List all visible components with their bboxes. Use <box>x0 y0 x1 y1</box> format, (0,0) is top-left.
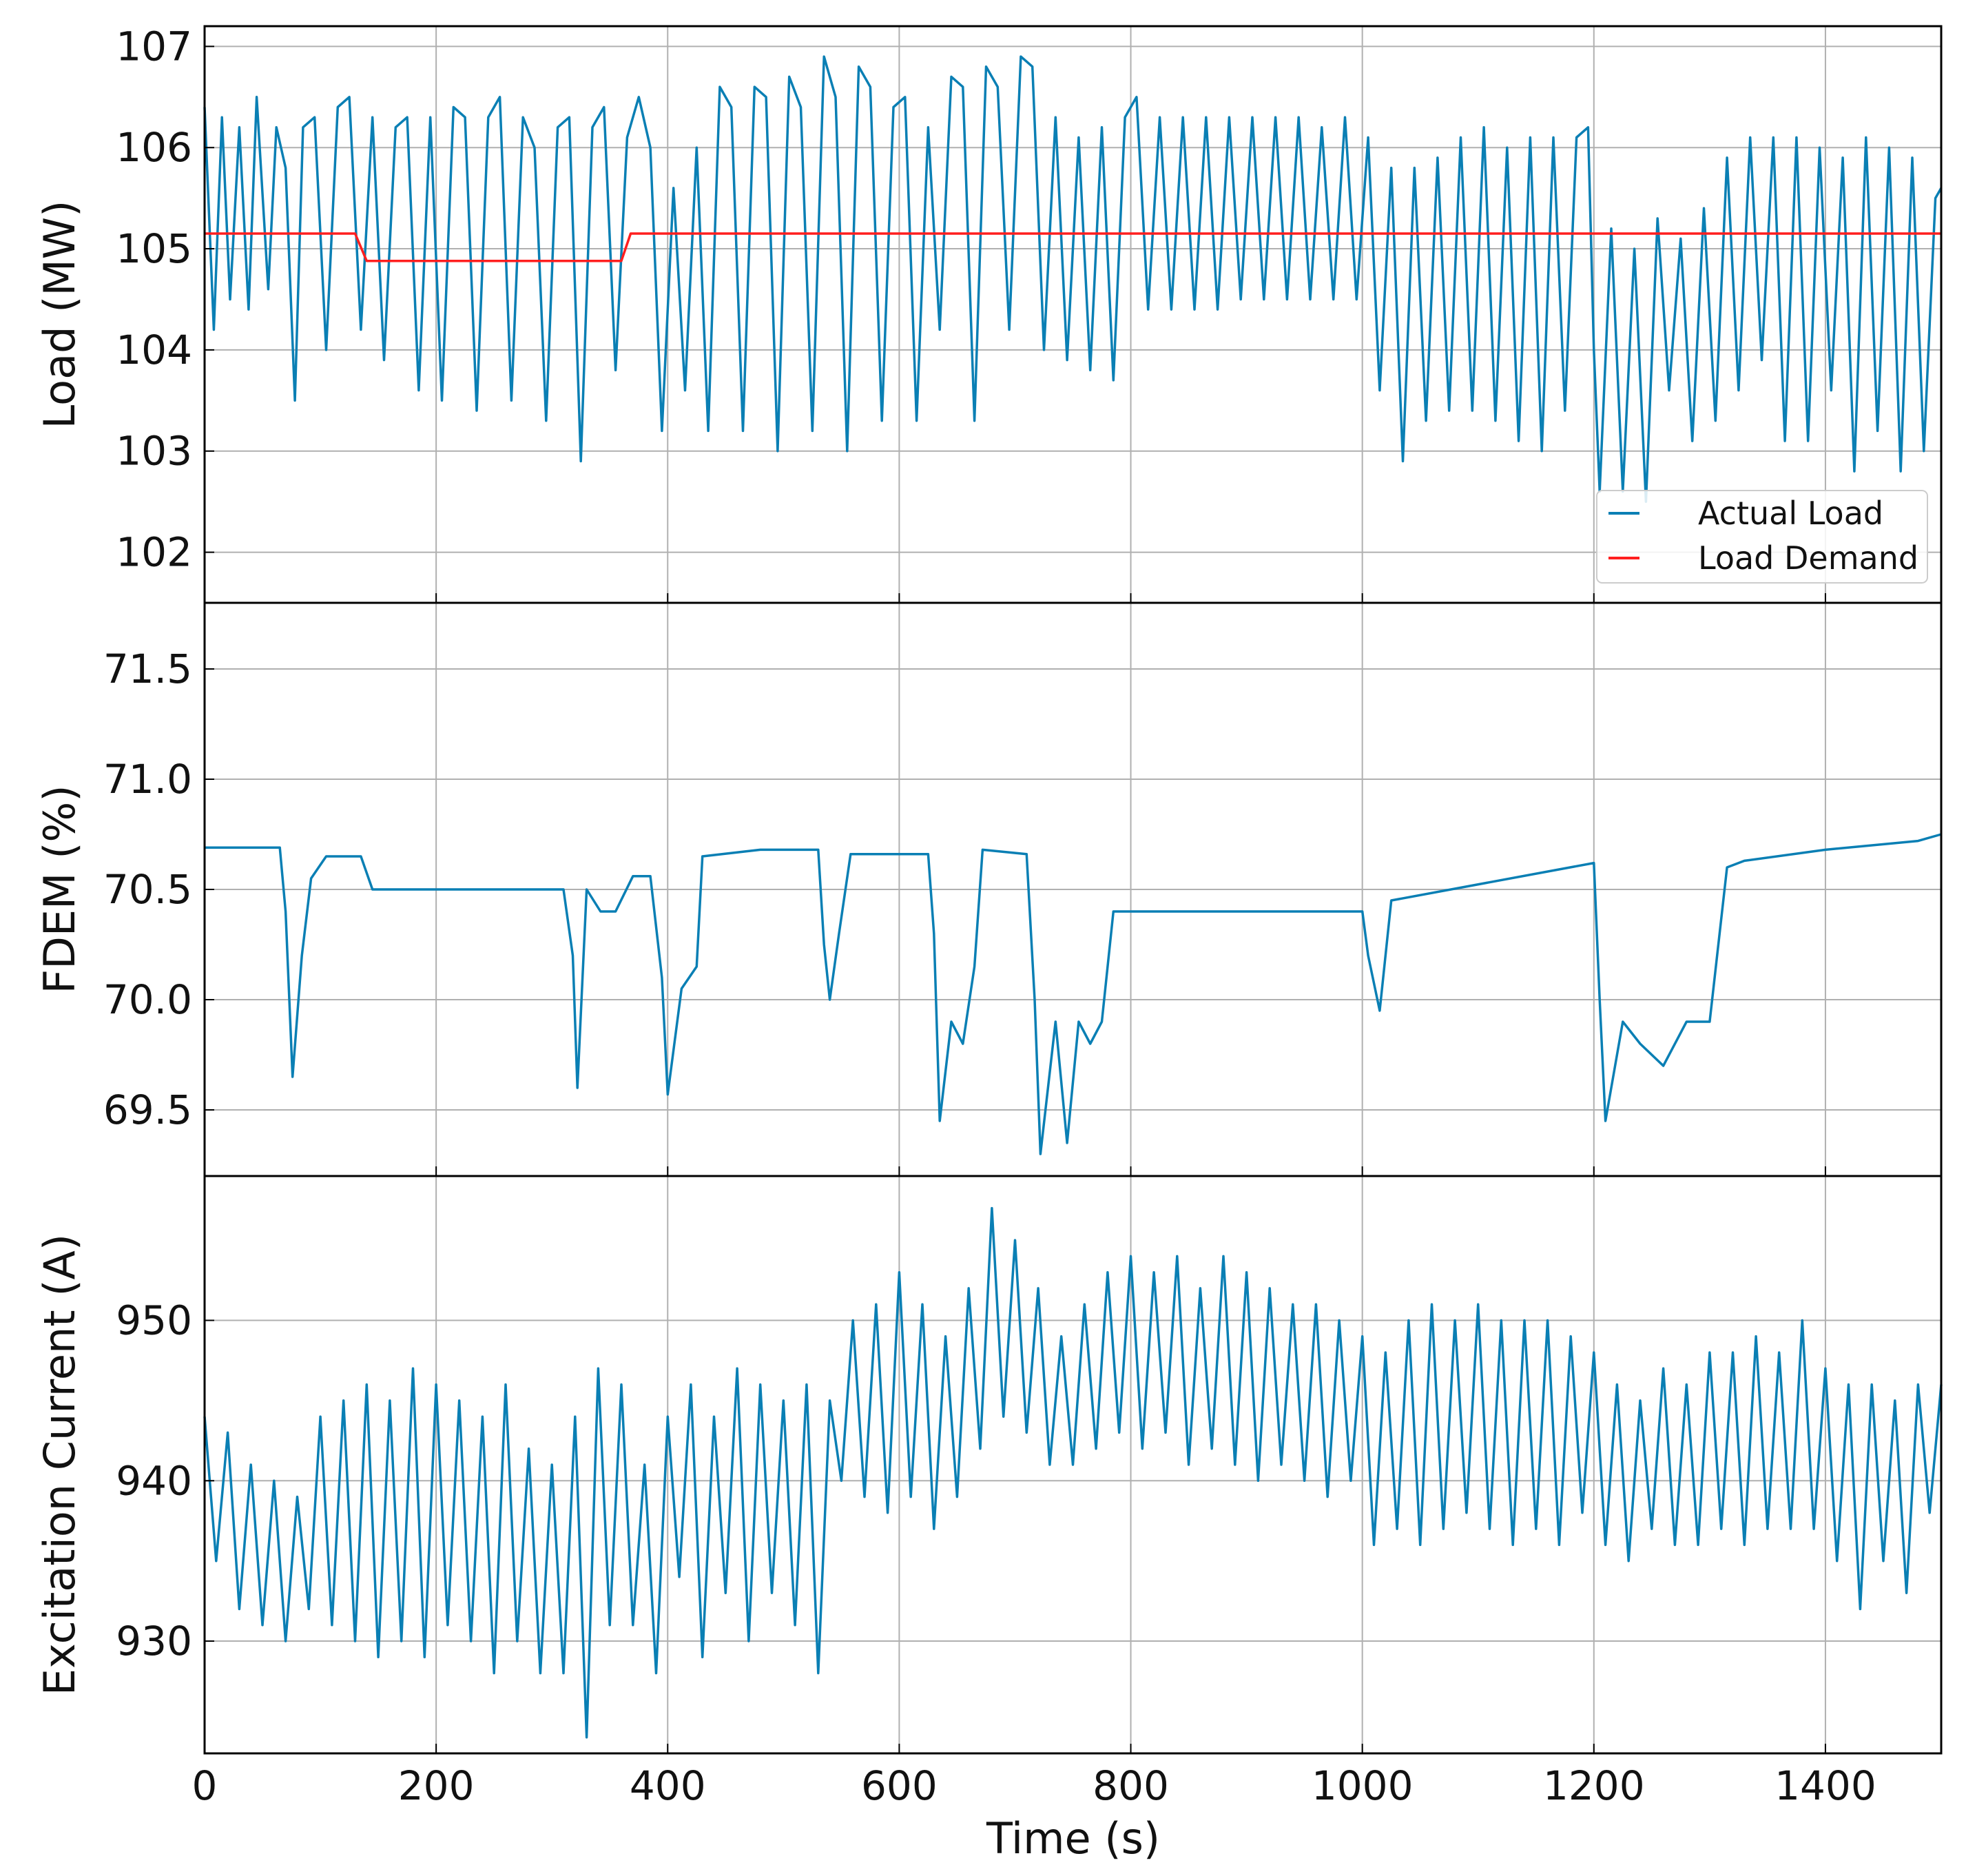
y-axis-label-1: FDEM (%) <box>34 785 85 993</box>
y-axis-label-0: Load (MW) <box>34 200 85 429</box>
grid-layer <box>204 26 1941 1753</box>
legend: Actual Load Load Demand <box>1596 490 1928 584</box>
series-line-actual-load <box>203 55 1943 503</box>
ytick-label-0-3: 105 <box>116 225 192 272</box>
legend-label-load-demand: Load Demand <box>1698 539 1918 577</box>
legend-label-actual-load: Actual Load <box>1698 495 1883 532</box>
y-axis-label-2: Excitation Current (A) <box>34 1234 85 1695</box>
xtick-label-1: 200 <box>398 1762 475 1809</box>
ytick-label-1-1: 70.0 <box>103 976 192 1023</box>
ytick-label-0-0: 102 <box>116 529 192 576</box>
label-layer: 102 103 104 105 106 107 Load (MW) 69.5 70.0 70.5 7… <box>34 23 1876 1809</box>
xtick-label-6: 1200 <box>1543 1762 1645 1809</box>
xtick-label-5: 1000 <box>1312 1762 1414 1809</box>
ytick-label-0-4: 106 <box>116 124 192 171</box>
xtick-label-7: 1400 <box>1774 1762 1876 1809</box>
frame-layer <box>203 25 1943 1755</box>
xtick-label-3: 600 <box>861 1762 938 1809</box>
series-line-fdem <box>205 833 1942 1155</box>
xtick-label-4: 800 <box>1093 1762 1169 1809</box>
ytick-label-0-1: 103 <box>116 428 192 475</box>
series-line-load-demand <box>205 232 1941 262</box>
ytick-label-0-2: 104 <box>116 327 192 373</box>
ytick-label-0-5: 107 <box>116 23 192 70</box>
ytick-label-1-3: 71.0 <box>103 756 192 803</box>
series-layer <box>203 55 1943 1739</box>
xtick-label-0: 0 <box>192 1762 218 1809</box>
ytick-label-1-2: 70.5 <box>103 866 192 913</box>
ytick-label-2-1: 940 <box>116 1457 192 1504</box>
ytick-label-2-0: 930 <box>116 1618 192 1664</box>
series-line-excitation-current <box>203 1206 1943 1739</box>
legend-box <box>1596 490 1928 584</box>
panel-frame-2 <box>203 1175 1943 1755</box>
x-axis-label: Time (s) <box>986 1813 1160 1864</box>
xtick-label-2: 400 <box>630 1762 706 1809</box>
ytick-label-1-4: 71.5 <box>103 646 192 692</box>
ytick-label-2-2: 950 <box>116 1297 192 1344</box>
ytick-label-1-0: 69.5 <box>103 1086 192 1133</box>
